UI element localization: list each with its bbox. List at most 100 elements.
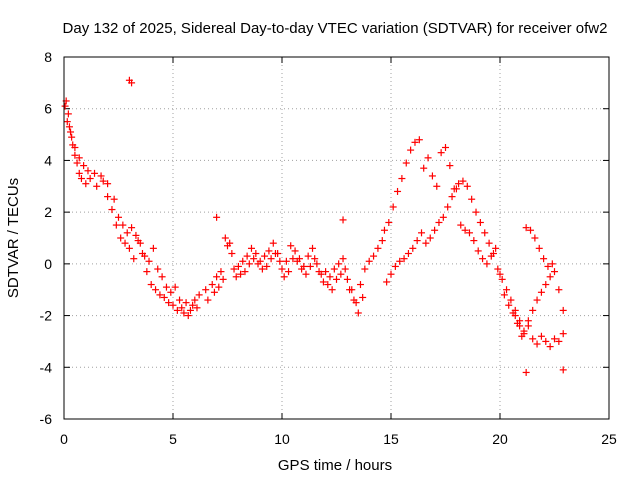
data-point-afternoon-lower: [496, 270, 504, 278]
data-point-early-decline: [178, 304, 186, 312]
data-point-afternoon-rise: [459, 177, 467, 185]
data-point-afternoon-lower: [426, 234, 434, 242]
y-tick-label: 2: [44, 204, 52, 220]
data-point-afternoon-lower: [431, 226, 439, 234]
data-point-early-decline: [112, 221, 120, 229]
data-point-early-decline: [152, 286, 160, 294]
data-point-early-decline-upper: [91, 169, 99, 177]
data-point-mid-day: [230, 265, 238, 273]
data-point-afternoon-rise: [555, 337, 563, 345]
data-point-late-evening: [533, 296, 541, 304]
y-tick-label: -6: [40, 411, 53, 427]
data-point-late-peak: [544, 262, 552, 270]
data-point-late-peak: [535, 244, 543, 252]
data-point-afternoon-lower: [518, 332, 526, 340]
data-point-mid-day: [330, 265, 338, 273]
data-point-afternoon-rise: [542, 337, 550, 345]
data-point-mid-day: [239, 257, 247, 265]
data-point-early-decline-upper: [162, 283, 170, 291]
data-point-mid-day-lower: [232, 273, 240, 281]
data-point-early-decline-upper: [193, 304, 201, 312]
data-point-afternoon-lower: [470, 237, 478, 245]
data-point-early-decline: [86, 175, 94, 183]
data-point-afternoon-rise: [398, 175, 406, 183]
data-point-late-evening: [537, 288, 545, 296]
chart-title: Day 132 of 2025, Sidereal Day-to-day VTE…: [63, 20, 608, 37]
data-point-early-decline-upper: [65, 123, 73, 131]
data-point-mid-day-lower: [293, 257, 301, 265]
data-point-mid-day-lower: [289, 255, 297, 263]
data-point-early-decline-upper: [61, 102, 69, 110]
data-point-afternoon-lower: [457, 221, 465, 229]
data-point-early-decline: [186, 306, 194, 314]
data-point-afternoon-lower: [461, 226, 469, 234]
data-point-mid-day-lower: [254, 260, 262, 268]
data-point-mid-day-lower: [237, 270, 245, 278]
data-point-afternoon-rise: [481, 229, 489, 237]
data-point-early-decline-upper: [71, 144, 79, 151]
data-point-early-decline: [169, 301, 177, 309]
data-point-mid-day-lower: [271, 250, 279, 258]
data-point-afternoon-rise: [394, 187, 402, 195]
data-point-early-decline-upper: [104, 180, 112, 188]
data-point-early-decline: [67, 128, 75, 136]
data-point-afternoon-rise: [503, 286, 511, 294]
y-tick-label: 6: [44, 101, 52, 117]
data-point-early-decline: [160, 293, 168, 301]
data-point-afternoon-rise: [437, 149, 445, 157]
data-point-mid-day-lower: [319, 278, 327, 286]
data-point-early-decline: [130, 255, 138, 263]
data-point-afternoon-rise: [407, 146, 415, 154]
data-point-afternoon-lower: [483, 260, 491, 268]
data-point-mid-day: [374, 244, 382, 252]
data-point-early-decline-upper: [84, 167, 92, 175]
data-point-early-decline-upper: [145, 257, 153, 265]
y-tick-label: 4: [44, 152, 52, 168]
data-point-afternoon-rise: [380, 226, 388, 234]
data-point-mid-day-lower: [354, 309, 362, 317]
data-point-early-decline-upper: [75, 154, 83, 162]
data-point-mid-day-lower: [210, 288, 218, 296]
data-point-early-decline: [191, 296, 199, 304]
data-point-early-decline: [173, 306, 181, 314]
data-point-early-decline: [195, 291, 203, 299]
data-point-late-evening: [555, 286, 563, 294]
data-point-outliers: [128, 79, 136, 87]
data-point-early-decline: [75, 169, 83, 177]
data-point-late-evening: [524, 317, 532, 325]
data-point-afternoon-lower: [448, 193, 456, 201]
data-point-mid-day-lower: [333, 275, 340, 283]
data-point-mid-day: [265, 247, 273, 255]
data-point-afternoon-lower: [474, 247, 482, 255]
data-point-early-decline: [73, 159, 81, 167]
data-point-early-decline-upper: [141, 252, 149, 260]
data-point-mid-day-lower: [215, 283, 223, 291]
data-point-late-evening: [551, 268, 558, 276]
data-point-afternoon-rise: [420, 164, 428, 172]
data-points: [61, 76, 567, 376]
data-point-afternoon-lower: [400, 255, 408, 263]
data-point-mid-day-lower: [302, 270, 310, 278]
data-point-late-evening: [529, 306, 537, 314]
tick-labels: 0 5 10 15 20 25 -6 -4 -2 0 2 4 6 8: [40, 49, 617, 447]
data-point-afternoon-rise: [389, 203, 397, 211]
data-point-mid-day: [252, 250, 260, 258]
data-point-early-decline: [147, 281, 155, 289]
data-point-late-peak: [527, 226, 535, 234]
data-point-afternoon-rise: [494, 265, 502, 273]
data-point-mid-day-lower: [250, 255, 258, 263]
data-point-early-decline: [104, 193, 112, 201]
data-point-afternoon-lower: [418, 229, 426, 237]
data-point-afternoon-lower: [505, 301, 513, 309]
data-point-early-decline-upper: [149, 244, 157, 252]
data-point-early-decline-upper: [132, 231, 140, 239]
x-tick-label: 0: [60, 431, 68, 447]
data-point-early-decline-upper: [119, 221, 127, 229]
data-point-mid-day-lower: [276, 257, 284, 265]
data-point-mid-day: [365, 257, 373, 265]
data-point-early-decline: [165, 299, 173, 307]
data-point-afternoon-rise: [529, 335, 537, 343]
data-point-mid-day: [343, 275, 351, 283]
axis-ticks: [63, 56, 610, 420]
data-point-mid-day: [269, 239, 277, 247]
